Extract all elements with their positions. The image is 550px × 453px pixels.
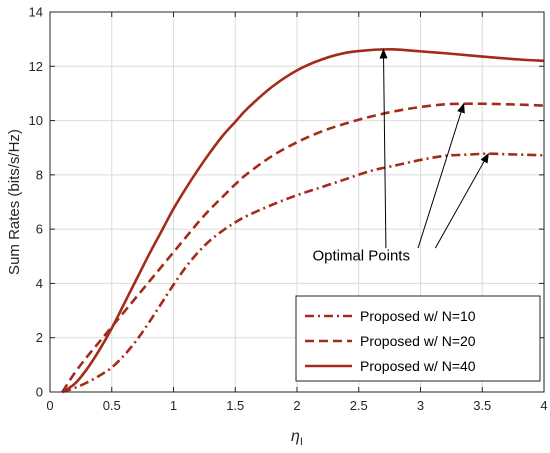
x-tick-label: 3.5	[473, 398, 491, 413]
y-tick-label: 8	[36, 167, 43, 182]
y-tick-label: 12	[29, 59, 43, 74]
series-line-n20	[61, 102, 545, 393]
x-tick-label: 0	[46, 398, 53, 413]
x-tick-label: 1.5	[226, 398, 244, 413]
series-group	[61, 47, 545, 394]
legend-label: Proposed w/ N=40	[360, 358, 476, 374]
y-tick-label: 6	[36, 222, 43, 237]
x-tick-label: 2	[293, 398, 300, 413]
legend-label: Proposed w/ N=20	[360, 333, 476, 349]
y-tick-label: 4	[36, 276, 43, 291]
optimal-point-arrow	[417, 102, 465, 249]
legend-label: Proposed w/ N=10	[360, 308, 476, 324]
x-tick-label: 4	[540, 398, 547, 413]
y-tick-label: 2	[36, 330, 43, 345]
series-line-n10	[61, 152, 545, 394]
y-axis-title: Sum Rates (bits/s/Hz)	[6, 129, 23, 275]
x-axis-title-symbol: η	[291, 428, 300, 445]
series-line-n40	[61, 47, 545, 394]
legend: Proposed w/ N=10 Proposed w/ N=20 Proposed…	[295, 295, 541, 382]
x-tick-label: 0.5	[103, 398, 121, 413]
optimal-point-arrow	[434, 152, 489, 249]
annotation-optimal-points: Optimal Points	[312, 247, 410, 264]
y-tick-label: 10	[29, 113, 43, 128]
y-tick-label: 0	[36, 385, 43, 400]
y-tick-label: 14	[29, 5, 43, 20]
x-tick-label: 2.5	[350, 398, 368, 413]
optimal-point-arrow	[379, 48, 388, 249]
x-axis-title-subscript: I	[300, 436, 303, 448]
x-tick-label: 1	[170, 398, 177, 413]
x-axis-title: ηI	[291, 428, 303, 448]
x-tick-label: 3	[417, 398, 424, 413]
ticks: 0 0.5 1 1.5 2 2.5 3 3.5 4 0 2 4 6 8 10 12 14	[29, 5, 548, 414]
annotations: Optimal Points	[312, 48, 489, 264]
